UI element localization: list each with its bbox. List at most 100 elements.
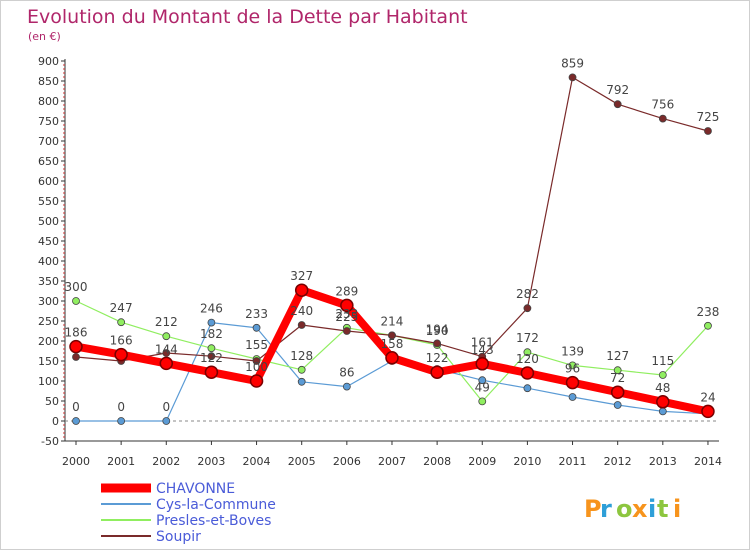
logo-letter: r	[600, 495, 612, 523]
y-tick-label: -50	[41, 435, 59, 448]
data-point	[701, 404, 715, 419]
legend-label: CHAVONNE	[156, 481, 235, 497]
x-tick-label: 2000	[62, 455, 90, 468]
x-tick-label: 2004	[243, 455, 271, 468]
data-label: 155	[245, 338, 268, 352]
x-tick-label: 2012	[604, 455, 632, 468]
data-point	[568, 361, 577, 370]
data-label: 161	[471, 336, 494, 350]
data-point	[565, 375, 580, 390]
x-tick-label: 2010	[513, 455, 541, 468]
data-label: 182	[200, 327, 223, 341]
logo-letter: t	[657, 495, 668, 523]
data-point	[207, 352, 216, 361]
data-point	[297, 377, 306, 386]
data-label: 212	[155, 315, 178, 329]
data-point	[656, 395, 670, 409]
data-point	[568, 393, 577, 401]
data-label: 246	[200, 302, 223, 316]
data-label: 144	[155, 342, 178, 356]
data-point	[72, 353, 80, 361]
data-point	[658, 407, 667, 416]
data-point	[114, 347, 128, 362]
x-tick-label: 2005	[288, 455, 316, 468]
chart-subtitle: (en €)	[28, 30, 61, 43]
y-tick-label: 450	[38, 235, 59, 248]
y-tick-label: 650	[38, 155, 59, 168]
data-label: 327	[290, 269, 313, 283]
data-label: 72	[610, 371, 625, 385]
y-tick-label: 550	[38, 195, 59, 208]
data-label: 96	[565, 362, 580, 376]
data-label: 725	[697, 110, 720, 124]
data-point	[162, 332, 171, 341]
data-point	[658, 114, 667, 123]
y-tick-label: 600	[38, 175, 59, 188]
y-tick-label: 700	[38, 135, 59, 148]
data-label: 792	[606, 83, 629, 97]
data-label: 143	[471, 343, 494, 357]
logo-letter: i	[673, 495, 681, 523]
series-points	[69, 73, 715, 425]
proxiti-logo: Pr o x i t i	[584, 495, 681, 523]
y-tick-label: 750	[38, 115, 59, 128]
data-label: 186	[65, 326, 88, 340]
data-point	[297, 365, 306, 374]
data-point	[72, 297, 80, 305]
data-point	[658, 371, 667, 379]
data-point	[294, 283, 309, 297]
legend-label: Soupir	[156, 529, 201, 545]
data-point	[117, 318, 126, 327]
legend-label: Presles-et-Boves	[156, 513, 271, 529]
data-point	[610, 385, 625, 399]
data-point	[475, 357, 490, 371]
data-point	[433, 339, 442, 348]
data-label: 289	[335, 284, 358, 298]
data-label: 0	[162, 400, 170, 414]
logo-letter: x	[632, 495, 648, 523]
y-tick-label: 500	[38, 215, 59, 228]
data-point	[342, 382, 351, 391]
data-label: 172	[516, 331, 539, 345]
y-tick-label: 50	[45, 395, 59, 408]
data-label: 115	[651, 354, 674, 368]
data-label: 49	[475, 380, 490, 394]
y-tick-label: 400	[38, 255, 59, 268]
data-point	[162, 349, 171, 357]
data-point	[523, 348, 532, 357]
legend-label: Cys-la-Commune	[156, 497, 276, 513]
data-point	[342, 327, 351, 335]
data-point	[430, 365, 444, 379]
data-label: 194	[426, 322, 449, 336]
data-point	[159, 356, 174, 371]
y-tick-label: 100	[38, 375, 59, 388]
x-tick-label: 2008	[423, 455, 451, 468]
data-point	[204, 365, 219, 379]
data-label: 48	[655, 381, 670, 395]
data-label: 128	[290, 349, 313, 363]
axes: -50 0 50 100 150 200 250 300 350 400 450 500 550 600 6…	[38, 55, 722, 468]
data-label: 240	[290, 304, 313, 318]
data-label: 24	[700, 390, 715, 404]
logo-letter: i	[648, 495, 656, 523]
data-point	[340, 298, 354, 313]
data-label: 139	[561, 344, 584, 358]
series-lines	[72, 76, 712, 422]
y-tick-label: 200	[38, 335, 59, 348]
legend: CHAVONNECys-la-CommunePresles-et-BovesSo…	[101, 481, 276, 545]
data-label: 214	[381, 314, 404, 328]
data-label: 225	[335, 310, 358, 324]
data-label: 86	[339, 366, 354, 380]
data-point	[207, 318, 216, 327]
data-point	[72, 417, 80, 425]
y-tick-label: 300	[38, 295, 59, 308]
data-label: 859	[561, 56, 584, 70]
data-point	[252, 323, 261, 332]
data-point	[207, 344, 216, 353]
data-label: 190	[426, 324, 449, 338]
data-point	[520, 366, 535, 380]
x-tick-label: 2006	[333, 455, 361, 468]
data-label: 122	[426, 351, 449, 365]
data-point	[704, 127, 712, 135]
